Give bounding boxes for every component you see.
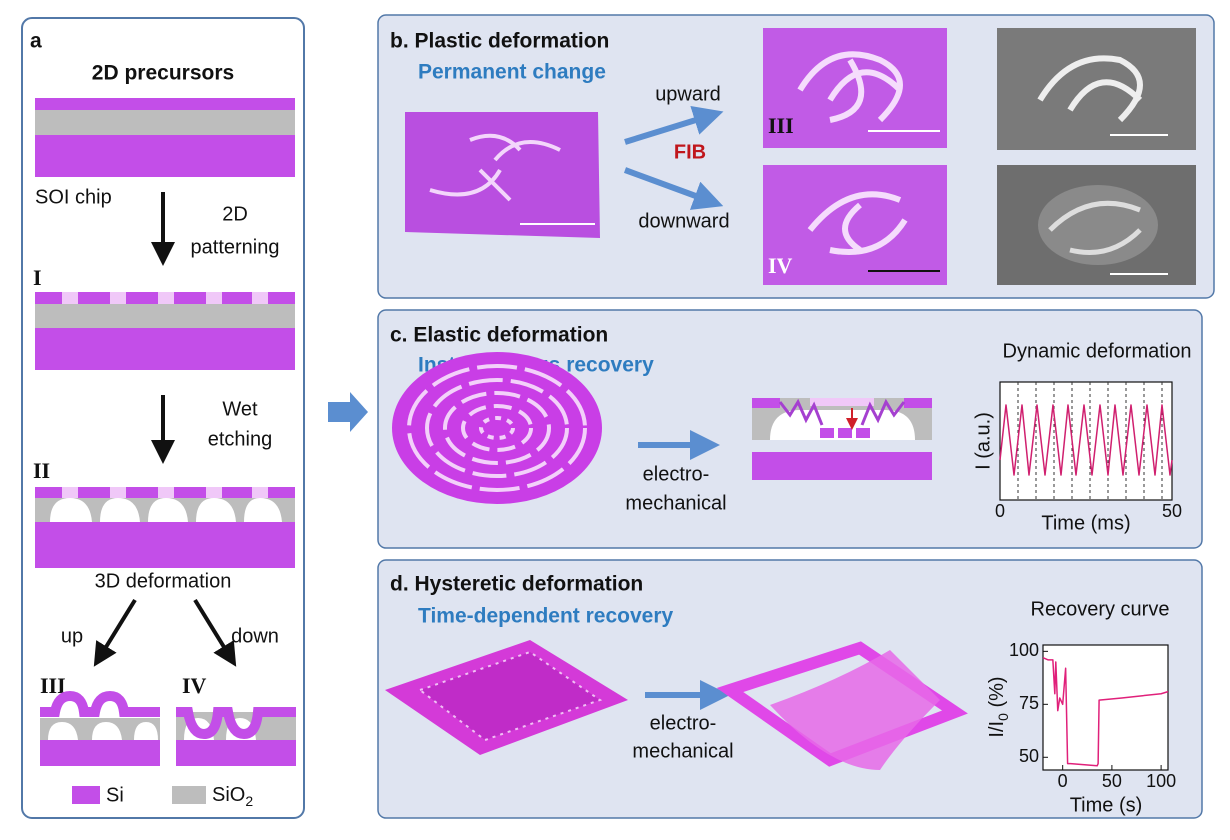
label: upward	[655, 83, 721, 105]
label: SOI chip	[35, 186, 112, 208]
sample-down	[763, 165, 947, 285]
panel-label: a	[30, 30, 42, 53]
panel-title: 2D precursors	[92, 62, 234, 85]
legend-label: SiO2	[212, 784, 253, 808]
label: patterning	[191, 236, 280, 258]
stage-label: IV	[182, 673, 207, 698]
label: 2D	[222, 203, 248, 225]
arrow	[193, 598, 237, 667]
legend-swatch	[172, 786, 206, 804]
data-line	[1042, 657, 1169, 767]
dynamic-chart	[999, 381, 1173, 501]
panel-title: d. Hysteretic deformation	[390, 573, 643, 596]
label: Wet	[222, 398, 258, 420]
stage-label: II	[33, 458, 50, 483]
label: electro-	[643, 463, 710, 485]
sem-up	[997, 28, 1196, 150]
label: down	[231, 625, 279, 647]
label: mechanical	[632, 740, 733, 762]
recovery-chart	[1042, 644, 1169, 771]
panel-d	[377, 559, 1203, 819]
stage-label: IV	[768, 253, 793, 278]
label: FIB	[674, 141, 706, 163]
sample-up	[763, 28, 947, 148]
x-tick-label: 0	[1058, 771, 1068, 791]
y-tick-label: 100	[1009, 640, 1039, 660]
panel-title: b. Plastic deformation	[390, 30, 609, 53]
legend-swatch	[72, 786, 100, 804]
panel-subtitle: Time-dependent recovery	[418, 605, 674, 628]
arrow	[93, 598, 137, 667]
y-tick-label: 75	[1019, 693, 1039, 713]
x-tick-label: 100	[1146, 771, 1176, 791]
label: 3D deformation	[95, 570, 232, 592]
stage-label: III	[768, 113, 794, 138]
label: up	[61, 625, 83, 647]
device-cross-section	[752, 398, 932, 480]
stack-soi	[35, 98, 295, 177]
membrane-flat	[385, 640, 628, 755]
arrow	[624, 106, 724, 145]
stack-up	[40, 690, 160, 766]
chart-title: Recovery curve	[1031, 598, 1170, 620]
y-axis-label: I/I0 (%)	[986, 676, 1010, 737]
legend-label: Si	[106, 784, 124, 806]
y-axis-label: I (a.u.)	[972, 412, 994, 470]
label: etching	[208, 428, 273, 450]
x-axis-label: Time (s)	[1070, 794, 1143, 816]
disc-device	[392, 352, 602, 504]
stack-patterned	[35, 292, 295, 370]
stack-etched	[35, 487, 295, 568]
stack-down	[176, 707, 296, 766]
membrane-deformed	[716, 641, 968, 770]
label: downward	[638, 210, 729, 232]
panel-title: c. Elastic deformation	[390, 324, 608, 347]
big-arrow	[328, 392, 368, 432]
label: electro-	[650, 712, 717, 734]
x-tick-label: 50	[1102, 771, 1122, 791]
flat-sample	[405, 112, 600, 238]
sem-down	[997, 165, 1196, 285]
stage-label: I	[33, 265, 42, 290]
panel-subtitle: Permanent change	[418, 61, 606, 84]
arrow	[623, 167, 724, 210]
x-axis-label: Time (ms)	[1041, 512, 1130, 534]
x-tick-label: 50	[1162, 501, 1182, 521]
y-tick-label: 50	[1019, 746, 1039, 766]
chart-title: Dynamic deformation	[1003, 340, 1192, 362]
x-tick-label: 0	[995, 501, 1005, 521]
label: mechanical	[625, 492, 726, 514]
